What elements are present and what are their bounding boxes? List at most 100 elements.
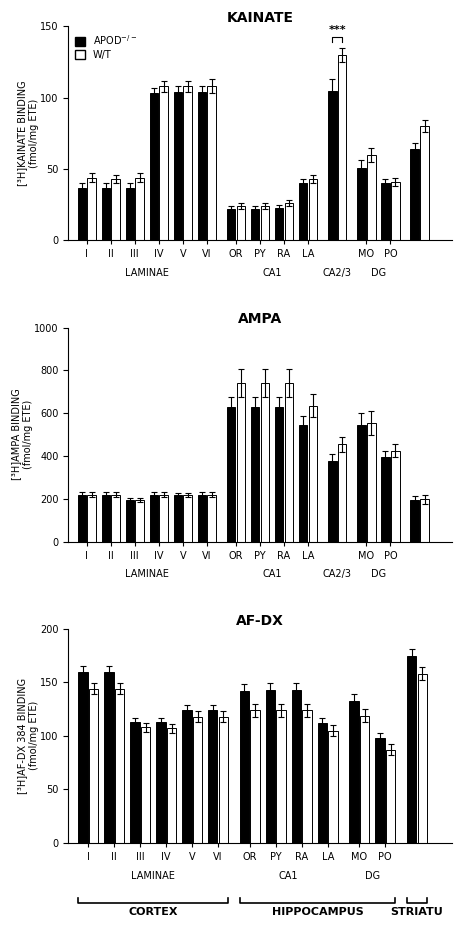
Text: DG: DG: [371, 268, 386, 278]
Bar: [386, 750, 395, 843]
Bar: [167, 729, 176, 843]
Bar: [198, 494, 206, 541]
Bar: [227, 407, 235, 541]
Bar: [150, 94, 158, 240]
Text: CA1: CA1: [279, 870, 299, 881]
Bar: [125, 187, 134, 240]
Bar: [207, 494, 216, 541]
Bar: [174, 92, 182, 240]
Bar: [318, 723, 327, 843]
Bar: [299, 425, 307, 541]
Bar: [237, 206, 245, 240]
Bar: [77, 187, 86, 240]
Title: KAINATE: KAINATE: [226, 11, 294, 25]
Bar: [381, 457, 390, 541]
Text: CA2/3: CA2/3: [323, 268, 352, 278]
Bar: [338, 55, 346, 240]
Bar: [328, 730, 338, 843]
Bar: [275, 208, 283, 240]
Text: STRIATU: STRIATU: [391, 908, 443, 917]
Bar: [88, 494, 96, 541]
Bar: [357, 425, 366, 541]
Bar: [275, 407, 283, 541]
Bar: [357, 168, 366, 240]
Text: HIPPOCAMPUS: HIPPOCAMPUS: [272, 908, 363, 917]
Bar: [261, 383, 269, 541]
Bar: [391, 182, 400, 240]
Text: LAMINAE: LAMINAE: [131, 870, 175, 881]
Bar: [77, 494, 86, 541]
Bar: [367, 423, 375, 541]
Bar: [276, 710, 286, 843]
Bar: [420, 126, 429, 240]
Bar: [208, 710, 218, 843]
Title: AMPA: AMPA: [238, 312, 282, 326]
Bar: [125, 500, 134, 541]
Bar: [338, 444, 346, 541]
Title: AF-DX: AF-DX: [236, 614, 284, 628]
Bar: [240, 691, 249, 843]
Bar: [350, 701, 359, 843]
Bar: [328, 91, 337, 240]
Bar: [89, 689, 98, 843]
Text: CA1: CA1: [262, 569, 282, 579]
Bar: [285, 383, 293, 541]
Bar: [135, 500, 144, 541]
Bar: [174, 495, 182, 541]
Bar: [104, 672, 113, 843]
Bar: [308, 179, 317, 240]
Bar: [101, 494, 110, 541]
Bar: [78, 672, 88, 843]
Y-axis label: [³H]AF-DX 384 BINDING
(fmol/mg ETE): [³H]AF-DX 384 BINDING (fmol/mg ETE): [17, 678, 39, 794]
Y-axis label: [³H]KAINATE BINDING
(fmol/mg ETE): [³H]KAINATE BINDING (fmol/mg ETE): [17, 81, 39, 186]
Bar: [418, 674, 427, 843]
Bar: [159, 494, 168, 541]
Bar: [219, 717, 228, 843]
Y-axis label: [³H]AMPA BINDING
(fmol/mg ETE): [³H]AMPA BINDING (fmol/mg ETE): [11, 388, 33, 480]
Bar: [183, 86, 192, 240]
Bar: [101, 187, 110, 240]
Bar: [112, 494, 120, 541]
Bar: [141, 728, 150, 843]
Bar: [198, 92, 206, 240]
Bar: [183, 495, 192, 541]
Bar: [251, 209, 259, 240]
Bar: [250, 710, 260, 843]
Text: CORTEX: CORTEX: [128, 908, 178, 917]
Bar: [193, 717, 202, 843]
Bar: [308, 406, 317, 541]
Legend: APOD$^{-/-}$, W/T: APOD$^{-/-}$, W/T: [73, 32, 139, 62]
Bar: [227, 209, 235, 240]
Bar: [407, 655, 416, 843]
Bar: [261, 206, 269, 240]
Text: CA2/3: CA2/3: [323, 569, 352, 579]
Bar: [360, 716, 369, 843]
Bar: [381, 184, 390, 240]
Bar: [135, 178, 144, 240]
Bar: [367, 155, 375, 240]
Text: DG: DG: [365, 870, 380, 881]
Bar: [410, 149, 419, 240]
Bar: [251, 407, 259, 541]
Bar: [266, 690, 275, 843]
Bar: [391, 451, 400, 541]
Bar: [150, 494, 158, 541]
Bar: [299, 184, 307, 240]
Bar: [88, 178, 96, 240]
Bar: [375, 738, 385, 843]
Text: CA1: CA1: [262, 268, 282, 278]
Bar: [112, 179, 120, 240]
Bar: [420, 500, 429, 541]
Text: LAMINAE: LAMINAE: [125, 569, 169, 579]
Bar: [156, 722, 166, 843]
Text: DG: DG: [371, 569, 386, 579]
Bar: [130, 722, 139, 843]
Bar: [159, 86, 168, 240]
Text: LAMINAE: LAMINAE: [125, 268, 169, 278]
Bar: [237, 383, 245, 541]
Bar: [182, 710, 192, 843]
Bar: [410, 500, 419, 541]
Bar: [302, 710, 312, 843]
Text: ***: ***: [328, 25, 346, 35]
Bar: [207, 86, 216, 240]
